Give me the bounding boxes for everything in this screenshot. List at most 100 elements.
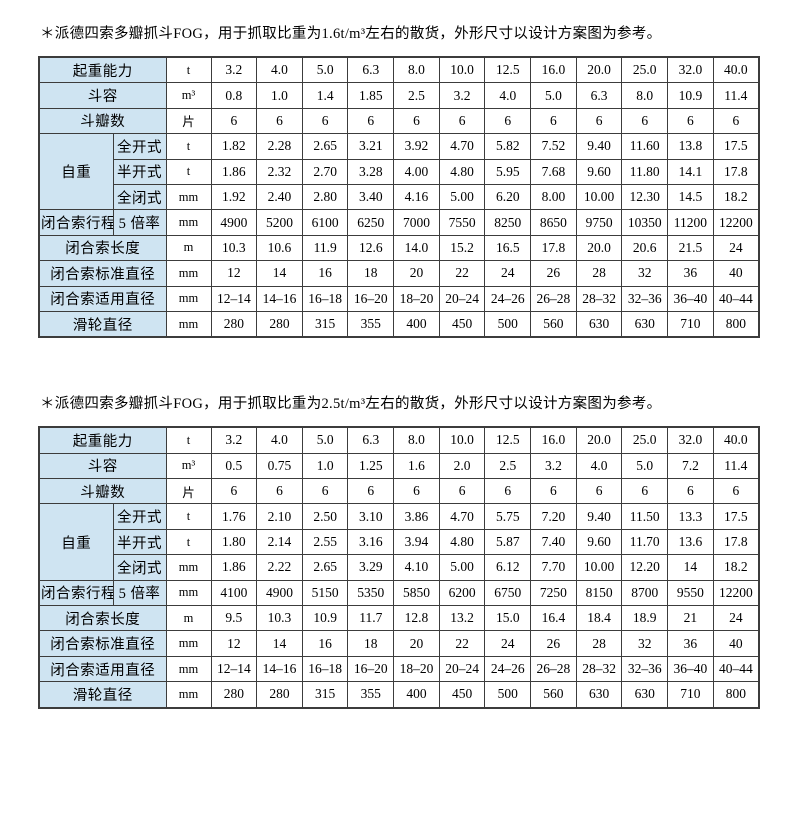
value-cell: 10.6 xyxy=(256,234,303,262)
value-cell: 16.4 xyxy=(530,605,577,632)
table-row: 起重能力 t 3.2 4.0 5.0 6.3 8.0 10.0 12.5 16.0 20.0 25.0… xyxy=(38,426,760,454)
value-cell: 5.75 xyxy=(484,503,532,530)
value-cell: 4.0 xyxy=(256,426,303,454)
row-label: 闭合索长度 xyxy=(38,234,167,262)
row-label: 滑轮直径 xyxy=(38,310,167,338)
value-cell: 20.0 xyxy=(575,426,623,454)
value-cell: 500 xyxy=(484,310,532,338)
table-row: 全闭式 mm 1.86 2.22 2.65 3.29 4.10 5.00 6.12 7.70 10.… xyxy=(39,554,760,581)
value-cell: 20.0 xyxy=(575,234,623,262)
spec-section-density-1-6: ＊派德四索多瓣抓斗FOG，用于抓取比重为1.6t/m³左右的散货，外形尺寸以设计… xyxy=(38,24,762,339)
value-cell: 18 xyxy=(347,260,395,287)
value-cell: 315 xyxy=(301,310,349,338)
table-row: 起重能力 t 3.2 4.0 5.0 6.3 8.0 10.0 12.5 16.0 20.0 25.0… xyxy=(38,56,760,84)
value-cell: 17.8 xyxy=(712,158,760,185)
value-cell: 18–20 xyxy=(393,285,440,312)
unit-cell: 片 xyxy=(165,107,212,135)
value-cell: 2.50 xyxy=(301,503,349,530)
value-cell: 28 xyxy=(575,630,623,657)
value-cell: 14–16 xyxy=(256,655,303,683)
value-cell: 3.28 xyxy=(347,158,395,185)
value-cell: 710 xyxy=(667,681,714,709)
value-cell: 3.2 xyxy=(530,452,577,480)
unit-cell: m³ xyxy=(165,452,212,480)
value-cell: 6 xyxy=(301,478,349,505)
spec-section-density-2-5: ＊派德四索多瓣抓斗FOG，用于抓取比重为2.5t/m³左右的散货，外形尺寸以设计… xyxy=(38,394,762,709)
unit-cell: t xyxy=(165,503,212,530)
value-cell: 800 xyxy=(712,310,760,338)
value-cell: 11.70 xyxy=(621,528,669,556)
value-cell: 8650 xyxy=(530,209,577,236)
value-cell: 12.5 xyxy=(484,56,532,84)
value-cell: 6 xyxy=(575,478,623,505)
unit-cell: m xyxy=(165,234,212,262)
value-cell: 12–14 xyxy=(210,655,258,683)
row-sublabel: 5 倍率 xyxy=(112,579,167,607)
value-cell: 20–24 xyxy=(438,285,486,312)
value-cell: 4.0 xyxy=(484,82,532,109)
value-cell: 40–44 xyxy=(712,655,760,683)
row-label: 滑轮直径 xyxy=(38,681,167,709)
value-cell: 0.75 xyxy=(256,452,303,480)
row-sublabel: 全开式 xyxy=(112,503,167,530)
value-cell: 14–16 xyxy=(256,285,303,312)
value-cell: 11.9 xyxy=(301,234,349,262)
value-cell: 450 xyxy=(438,681,486,709)
value-cell: 6.3 xyxy=(575,82,623,109)
value-cell: 6 xyxy=(438,478,486,505)
value-cell: 6 xyxy=(256,107,303,135)
value-cell: 7.70 xyxy=(530,554,577,581)
table-row: 闭合索行程 5 倍率 mm 4100 4900 5150 5350 5850 6200 6750 7… xyxy=(38,579,760,607)
value-cell: 6 xyxy=(712,107,760,135)
value-cell: 1.0 xyxy=(256,82,303,109)
row-label: 闭合索标准直径 xyxy=(38,260,167,287)
value-cell: 560 xyxy=(530,681,577,709)
value-cell: 2.32 xyxy=(256,158,303,185)
value-cell: 32–36 xyxy=(621,655,669,683)
value-cell: 2.0 xyxy=(438,452,486,480)
value-cell: 32 xyxy=(621,630,669,657)
value-cell: 3.16 xyxy=(347,528,395,556)
value-cell: 24 xyxy=(484,630,532,657)
value-cell: 3.2 xyxy=(438,82,486,109)
value-cell: 14 xyxy=(256,260,303,287)
row-label: 斗瓣数 xyxy=(38,478,167,505)
value-cell: 5.0 xyxy=(301,426,349,454)
row-sublabel: 半开式 xyxy=(112,158,167,185)
value-cell: 6 xyxy=(621,107,669,135)
value-cell: 6750 xyxy=(484,579,532,607)
row-label: 闭合索行程 xyxy=(38,209,114,236)
value-cell: 10.00 xyxy=(575,554,623,581)
value-cell: 12 xyxy=(210,260,258,287)
value-cell: 400 xyxy=(393,310,440,338)
value-cell: 1.4 xyxy=(301,82,349,109)
value-cell: 1.0 xyxy=(301,452,349,480)
value-cell: 6 xyxy=(712,478,760,505)
value-cell: 6100 xyxy=(301,209,349,236)
value-cell: 1.92 xyxy=(210,183,258,211)
value-cell: 13.2 xyxy=(438,605,486,632)
value-cell: 7.40 xyxy=(530,528,577,556)
value-cell: 4.80 xyxy=(438,528,486,556)
value-cell: 8250 xyxy=(484,209,532,236)
unit-cell: mm xyxy=(165,183,212,211)
value-cell: 11.80 xyxy=(621,158,669,185)
value-cell: 3.2 xyxy=(210,426,258,454)
value-cell: 6 xyxy=(393,107,440,135)
value-cell: 4900 xyxy=(256,579,303,607)
value-cell: 710 xyxy=(667,310,714,338)
table-row: 斗容 m³ 0.5 0.75 1.0 1.25 1.6 2.0 2.5 3.2 4.0 5.0 7.2 1… xyxy=(38,452,760,480)
value-cell: 4.80 xyxy=(438,158,486,185)
row-label: 闭合索适用直径 xyxy=(38,285,167,312)
table-row: 闭合索长度 m 10.3 10.6 11.9 12.6 14.0 15.2 16.5 17.8 20… xyxy=(38,234,760,262)
value-cell: 5.00 xyxy=(438,183,486,211)
value-cell: 36 xyxy=(667,260,714,287)
spec-table-density-2-5: 起重能力 t 3.2 4.0 5.0 6.3 8.0 10.0 12.5 16.0 20.0 25.0… xyxy=(38,426,760,709)
value-cell: 800 xyxy=(712,681,760,709)
value-cell: 3.10 xyxy=(347,503,395,530)
value-cell: 2.65 xyxy=(301,133,349,160)
table-row: 闭合索适用直径 mm 12–14 14–16 16–18 16–20 18–20 20–24 2… xyxy=(38,655,760,683)
value-cell: 7.20 xyxy=(530,503,577,530)
value-cell: 12.6 xyxy=(347,234,395,262)
value-cell: 6 xyxy=(256,478,303,505)
